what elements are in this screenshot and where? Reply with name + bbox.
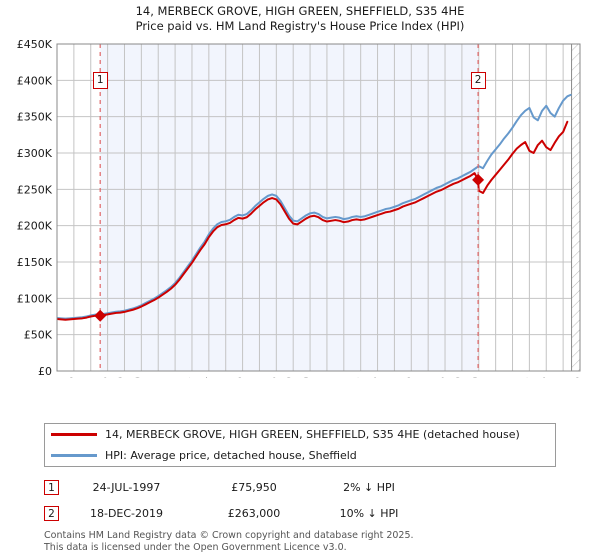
transaction-price-2: £263,000	[227, 506, 281, 520]
footer-line2: This data is licensed under the Open Gov…	[44, 541, 347, 553]
sale-point-markers	[94, 173, 485, 322]
svg-text:£300K: £300K	[17, 147, 53, 160]
chart-plot-area: £0 £50K £100K £150K £200K £250K £300K £350K £400…	[0, 38, 600, 378]
legend-swatch-price-paid	[51, 433, 97, 436]
svg-text:2017: 2017	[418, 377, 431, 378]
svg-text:1995: 1995	[47, 377, 60, 378]
copyright-footer: Contains HM Land Registry data © Crown c…	[44, 530, 564, 553]
legend-item-price-paid: 14, MERBECK GROVE, HIGH GREEN, SHEFFIELD…	[45, 424, 555, 445]
svg-text:2025: 2025	[553, 377, 566, 378]
svg-text:2019: 2019	[452, 377, 465, 378]
svg-text:2022: 2022	[503, 377, 516, 378]
footer-line1: Contains HM Land Registry data © Crown c…	[44, 530, 414, 541]
svg-text:2009: 2009	[283, 377, 296, 378]
svg-text:£100K: £100K	[17, 292, 53, 305]
svg-text:2020: 2020	[469, 377, 482, 378]
svg-text:£50K: £50K	[24, 329, 53, 342]
svg-text:2024: 2024	[536, 377, 549, 378]
transaction-hpi-delta-1: 2% ↓ HPI	[343, 480, 395, 494]
transaction-badge-1: 1	[44, 479, 59, 495]
svg-text:1997: 1997	[81, 377, 94, 378]
svg-text:2010: 2010	[300, 377, 313, 378]
legend-swatch-hpi	[51, 454, 97, 457]
svg-text:1999: 1999	[114, 377, 127, 378]
y-axis-labels: £0 £50K £100K £150K £200K £250K £300K £350K £400…	[17, 38, 53, 378]
svg-text:£250K: £250K	[17, 183, 53, 196]
transaction-hpi-delta-2: 10% ↓ HPI	[339, 506, 399, 520]
chart-title-line2: Price paid vs. HM Land Registry's House …	[135, 19, 465, 33]
legend-item-hpi: HPI: Average price, detached house, Shef…	[45, 445, 555, 466]
chart-marker-flag-1: 1	[92, 72, 108, 89]
x-axis-labels: 1995 1996 1997 19981999 2000 2001 2002 2003 2004…	[47, 377, 583, 378]
plot-border	[56, 43, 581, 372]
transaction-table: 1 24-JUL-1997 £75,950 2% ↓ HPI 2 18-DEC-…	[44, 474, 474, 526]
transaction-price-1: £75,950	[231, 480, 277, 494]
transaction-badge-2: 2	[44, 505, 59, 521]
page-title: 14, MERBECK GROVE, HIGH GREEN, SHEFFIELD…	[0, 4, 600, 34]
svg-text:2014: 2014	[368, 377, 381, 378]
svg-text:2011: 2011	[317, 377, 330, 378]
table-row: 1 24-JUL-1997 £75,950 2% ↓ HPI	[44, 474, 474, 500]
svg-text:£200K: £200K	[17, 220, 53, 233]
svg-text:1996: 1996	[64, 377, 77, 378]
svg-text:£150K: £150K	[17, 256, 53, 269]
svg-text:2001: 2001	[148, 377, 161, 378]
series-lines	[57, 93, 572, 321]
svg-text:2013: 2013	[351, 377, 364, 378]
svg-text:2008: 2008	[266, 377, 279, 378]
svg-text:£400K: £400K	[17, 74, 53, 87]
svg-text:£350K: £350K	[17, 111, 53, 124]
table-row: 2 18-DEC-2019 £263,000 10% ↓ HPI	[44, 500, 474, 526]
chart-title-line1: 14, MERBECK GROVE, HIGH GREEN, SHEFFIELD…	[135, 4, 465, 18]
svg-text:2023: 2023	[519, 377, 532, 378]
svg-text:1998: 1998	[98, 377, 111, 378]
chart-marker-flag-2: 2	[470, 72, 486, 89]
svg-text:2005: 2005	[216, 377, 229, 378]
highlight-span	[100, 44, 479, 371]
svg-text:2007: 2007	[249, 377, 262, 378]
svg-text:2002: 2002	[165, 377, 178, 378]
svg-text:2016: 2016	[401, 377, 414, 378]
svg-text:2012: 2012	[334, 377, 347, 378]
svg-text:2021: 2021	[486, 377, 499, 378]
svg-text:2026: 2026	[570, 377, 583, 378]
chart-legend: 14, MERBECK GROVE, HIGH GREEN, SHEFFIELD…	[44, 423, 556, 467]
svg-text:2003: 2003	[182, 377, 195, 378]
svg-text:£450K: £450K	[17, 38, 53, 51]
svg-text:£0: £0	[38, 365, 52, 378]
svg-text:2004: 2004	[199, 377, 212, 378]
legend-label-price-paid: 14, MERBECK GROVE, HIGH GREEN, SHEFFIELD…	[105, 428, 520, 441]
svg-text:2000: 2000	[131, 377, 144, 378]
transaction-date-2: 18-DEC-2019	[89, 506, 164, 520]
legend-label-hpi: HPI: Average price, detached house, Shef…	[105, 449, 357, 462]
transaction-date-1: 24-JUL-1997	[92, 480, 161, 494]
svg-text:2015: 2015	[384, 377, 397, 378]
forecast-hatch-region	[571, 43, 581, 372]
svg-text:2018: 2018	[435, 377, 448, 378]
svg-text:2006: 2006	[233, 377, 246, 378]
chart-svg: £0 £50K £100K £150K £200K £250K £300K £350K £400…	[17, 38, 583, 378]
